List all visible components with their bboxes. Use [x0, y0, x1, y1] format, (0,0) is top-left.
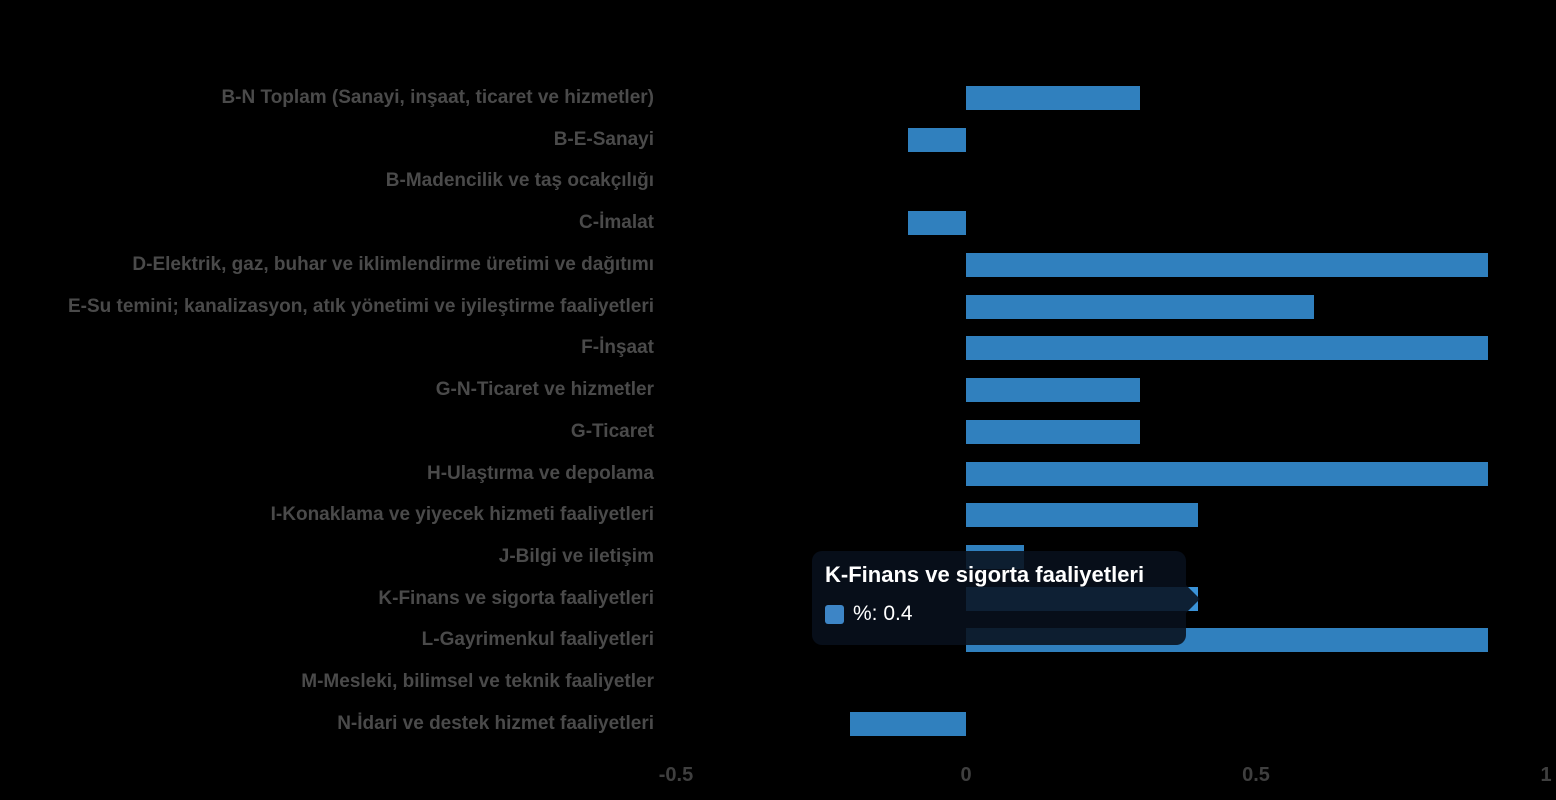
tooltip-pointer-icon [1186, 585, 1200, 613]
bar[interactable] [966, 461, 1488, 486]
bar[interactable] [908, 127, 966, 152]
category-label: I-Konaklama ve yiyecek hizmeti faaliyetl… [270, 504, 654, 526]
bar[interactable] [908, 211, 966, 236]
x-axis-tick-label: 0 [960, 764, 972, 786]
bar[interactable] [966, 294, 1314, 319]
bar[interactable] [850, 711, 966, 736]
bar[interactable] [966, 503, 1198, 528]
category-label: E-Su temini; kanalizasyon, atık yönetimi… [67, 295, 654, 317]
category-label: C-İmalat [579, 212, 654, 234]
category-label: N-İdari ve destek hizmet faaliyetleri [337, 712, 654, 734]
x-axis-tick-label: 0.5 [1242, 764, 1270, 786]
category-label: D-Elektrik, gaz, buhar ve iklimlendirme … [132, 253, 654, 275]
category-label: B-E-Sanayi [553, 128, 654, 150]
bar[interactable] [966, 378, 1140, 403]
chart-tooltip: K-Finans ve sigorta faaliyetleri %: 0.4 [812, 551, 1200, 645]
tooltip-value: %: 0.4 [853, 602, 913, 625]
tooltip-series-row: %: 0.4 [825, 602, 1173, 626]
category-label: G-N-Ticaret ve hizmetler [435, 379, 654, 401]
tooltip-series-swatch-icon [825, 604, 844, 624]
bar[interactable] [966, 336, 1488, 361]
x-axis-tick-label: -0.5 [658, 764, 694, 786]
bar[interactable] [966, 86, 1140, 110]
category-label: G-Ticaret [570, 420, 654, 442]
tooltip-title: K-Finans ve sigorta faaliyetleri [825, 562, 1145, 587]
category-label: B-N Toplam (Sanayi, inşaat, ticaret ve h… [221, 87, 654, 108]
category-label: K-Finans ve sigorta faaliyetleri [378, 587, 654, 609]
category-label: H-Ulaştırma ve depolama [426, 462, 654, 484]
category-label: F-İnşaat [581, 337, 654, 359]
bar[interactable] [966, 252, 1488, 277]
category-label: J-Bilgi ve iletişim [498, 546, 654, 568]
x-axis-tick-label: 1 [1540, 764, 1552, 786]
category-label: L-Gayrimenkul faaliyetleri [421, 629, 654, 651]
category-label: B-Madencilik ve taş ocakçılığı [385, 170, 654, 192]
bar[interactable] [966, 419, 1140, 444]
category-label: M-Mesleki, bilimsel ve teknik faaliyetle… [301, 671, 654, 693]
